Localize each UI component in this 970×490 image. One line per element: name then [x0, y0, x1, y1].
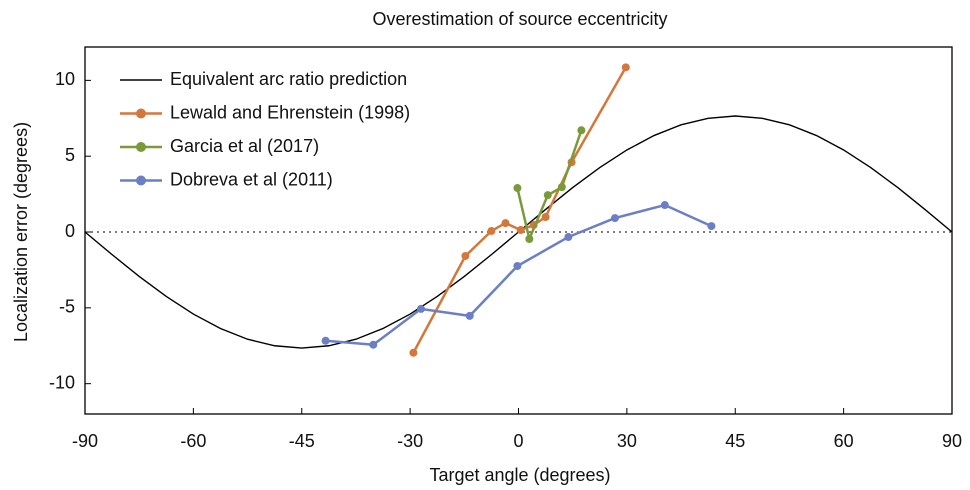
y-tick-label: -5 [59, 297, 75, 317]
data-point [564, 233, 573, 242]
x-tick-label: -30 [397, 431, 423, 451]
y-axis-label: Localization error (degrees) [11, 122, 31, 342]
data-point [525, 234, 534, 243]
y-tick-label: 5 [65, 145, 75, 165]
y-tick-label: 0 [65, 221, 75, 241]
plot-frame [84, 46, 953, 415]
legend-marker [136, 142, 146, 152]
data-point [543, 191, 552, 200]
data-point [577, 126, 586, 135]
data-point [461, 251, 470, 260]
data-point [621, 63, 630, 72]
data-point [516, 226, 525, 235]
data-point [409, 348, 418, 357]
y-tick-label: 10 [55, 69, 75, 89]
data-point [501, 219, 510, 228]
x-tick-label: 60 [834, 431, 854, 451]
data-point [541, 213, 550, 222]
data-point [513, 261, 522, 270]
x-tick-label: -60 [180, 431, 206, 451]
x-axis-label: Target angle (degrees) [429, 465, 610, 485]
series-line [516, 129, 583, 244]
chart-title: Overestimation of source eccentricity [372, 9, 667, 29]
data-point [610, 214, 619, 223]
data-point [707, 222, 716, 231]
data-point [660, 201, 669, 210]
series-line [325, 203, 712, 346]
x-tick-label: 45 [725, 431, 745, 451]
data-point [557, 183, 566, 192]
legend-label: Equivalent arc ratio prediction [170, 69, 407, 89]
x-tick-label: 0 [513, 431, 523, 451]
legend-label: Dobreva et al (2011) [170, 169, 333, 189]
data-point [487, 226, 496, 235]
legend-marker [136, 175, 146, 186]
legend-marker [136, 108, 146, 119]
series-line [412, 66, 627, 354]
x-tick-label: -90 [72, 431, 98, 451]
x-tick-label: 30 [617, 431, 637, 451]
x-tick-label: -45 [289, 431, 315, 451]
y-tick-label: -10 [49, 372, 75, 392]
x-tick-label: 90 [942, 431, 962, 451]
legend-label: Garcia et al (2017) [170, 136, 319, 156]
data-point [321, 336, 330, 345]
data-point [416, 304, 425, 313]
data-point [465, 311, 474, 320]
data-point [513, 184, 522, 193]
legend-label: Lewald and Ehrenstein (1998) [170, 102, 410, 122]
data-point [369, 340, 378, 349]
